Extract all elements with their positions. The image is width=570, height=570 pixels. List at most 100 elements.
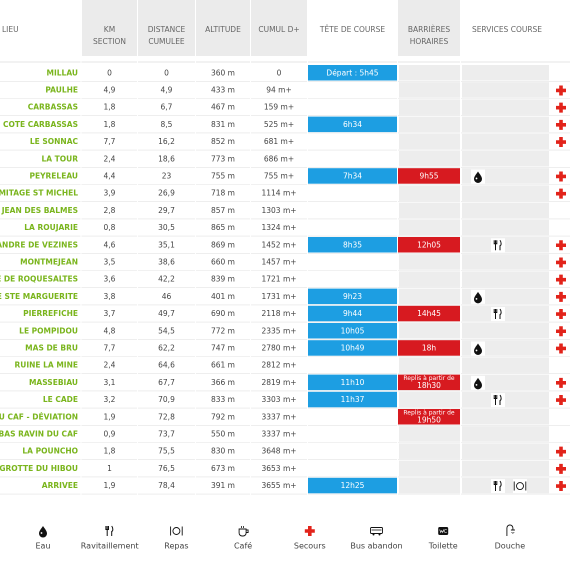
services-bg bbox=[462, 460, 549, 477]
icon-part bbox=[493, 480, 502, 492]
icon-bg bbox=[513, 479, 527, 494]
icon-part bbox=[556, 463, 566, 474]
place-name: E DE ROQUESALTES bbox=[0, 275, 78, 284]
cell-text: 72,8 bbox=[158, 412, 175, 421]
barrier-time: 18h bbox=[422, 343, 437, 352]
header-text: KM bbox=[104, 25, 115, 34]
header-text: CUMULEE bbox=[148, 37, 185, 46]
race-head-cell bbox=[308, 477, 397, 494]
place-name: RMITAGE ST MICHEL bbox=[0, 189, 78, 198]
icon-part bbox=[241, 526, 245, 528]
race-head-time: 12h25 bbox=[341, 481, 365, 490]
barrier-cell bbox=[398, 409, 460, 425]
place-name: PEYRELEAU bbox=[29, 171, 78, 180]
race-head-time: 6h34 bbox=[343, 120, 362, 129]
place-name: LE SONNAC bbox=[30, 137, 79, 146]
icon-part bbox=[556, 446, 566, 457]
place-name: PAULHE bbox=[45, 85, 78, 94]
cell-text: 7,7 bbox=[104, 137, 116, 146]
cell-text: 38,6 bbox=[158, 257, 175, 266]
cell-text: 4,9 bbox=[161, 85, 173, 94]
place-name: MILLAU bbox=[47, 68, 78, 77]
icon-bg bbox=[491, 238, 505, 253]
icon-part bbox=[40, 532, 43, 534]
place-name: JEAN DES BALMES bbox=[1, 206, 78, 215]
icon-part bbox=[513, 481, 527, 491]
cell-text: 23 bbox=[162, 171, 172, 180]
cell-text: 467 m bbox=[211, 103, 235, 112]
race-head-cell bbox=[308, 323, 397, 339]
service-icon bbox=[471, 169, 485, 184]
header-text: BARRIÈRES bbox=[408, 25, 451, 34]
race-head-cell bbox=[308, 305, 397, 322]
service-icon bbox=[556, 326, 566, 337]
icon-part bbox=[556, 481, 566, 492]
race-head-time: 10h05 bbox=[341, 326, 365, 335]
cell-text: 1731 m+ bbox=[261, 292, 296, 301]
cell-text: 0,8 bbox=[104, 223, 116, 232]
cell-text: 839 m bbox=[211, 275, 235, 284]
icon-part bbox=[474, 171, 482, 183]
icon-part bbox=[556, 102, 566, 113]
cell-text: 1,8 bbox=[104, 447, 116, 456]
icon-part bbox=[556, 119, 566, 130]
cell-text: 3303 m+ bbox=[261, 395, 296, 404]
icon-part bbox=[556, 291, 566, 302]
icon-part bbox=[475, 177, 478, 180]
place-name: RUINE LA MINE bbox=[14, 361, 78, 370]
cell-text: 4,9 bbox=[104, 85, 116, 94]
icon-bg bbox=[491, 479, 505, 494]
barrier-bg bbox=[399, 443, 460, 459]
cell-text: 831 m bbox=[211, 120, 235, 129]
icon-bg bbox=[491, 393, 505, 408]
legend-icon bbox=[438, 527, 449, 535]
icon-part bbox=[506, 524, 515, 536]
services-bg bbox=[462, 99, 549, 115]
place-name: LA ROUJARIE bbox=[24, 223, 78, 232]
services-bg bbox=[462, 391, 549, 408]
cell-text: 35,1 bbox=[158, 240, 175, 249]
legend-label: Toilette bbox=[428, 542, 458, 551]
cell-text: 4,4 bbox=[104, 171, 116, 180]
cell-text: 3337 m+ bbox=[261, 412, 296, 421]
cell-text: 1452 m+ bbox=[261, 240, 296, 249]
icon-part bbox=[439, 529, 447, 534]
cell-text: 865 m bbox=[211, 223, 235, 232]
place-name: ANDRE DE VEZINES bbox=[0, 240, 78, 249]
place-name: LA POUNCHO bbox=[22, 447, 78, 456]
service-icon bbox=[556, 309, 566, 320]
service-icon bbox=[556, 85, 566, 96]
icon-part bbox=[170, 526, 183, 536]
icon-part bbox=[511, 532, 515, 534]
place-name: MONTMEJEAN bbox=[20, 257, 78, 266]
cell-text: 0,9 bbox=[104, 429, 116, 438]
legend-icon bbox=[506, 524, 515, 536]
legend-icon bbox=[238, 526, 249, 537]
race-head-cell bbox=[308, 288, 397, 305]
cell-text: 857 m bbox=[211, 206, 235, 215]
cell-text: 360 m bbox=[211, 68, 235, 77]
services-bg bbox=[462, 409, 549, 425]
icon-part bbox=[238, 528, 249, 537]
barrier-bg bbox=[399, 323, 460, 339]
race-head-cell bbox=[308, 391, 397, 408]
place-name: MAS DE BRU bbox=[25, 343, 78, 352]
cell-text: 70,9 bbox=[158, 395, 175, 404]
cell-text: 1324 m+ bbox=[261, 223, 296, 232]
place-name: COTE CARBASSAS bbox=[3, 120, 78, 129]
place-name: CARBASSAS bbox=[28, 103, 78, 112]
cell-text: 3337 m+ bbox=[261, 429, 296, 438]
cell-text: 3,9 bbox=[104, 189, 116, 198]
race-head-time: 10h49 bbox=[341, 343, 365, 352]
services-bg bbox=[462, 133, 549, 150]
cell-text: 29,7 bbox=[158, 206, 175, 215]
cell-text: 3653 m+ bbox=[261, 464, 296, 473]
services-bg bbox=[462, 254, 549, 270]
cell-text: 30,5 bbox=[158, 223, 175, 232]
race-head-time: 11h37 bbox=[341, 395, 365, 404]
barrier-text: 18h30 bbox=[417, 381, 441, 390]
cell-text: 2,8 bbox=[104, 206, 116, 215]
icon-part bbox=[556, 257, 566, 268]
header-text: DISTANCE bbox=[148, 25, 186, 34]
icon-part bbox=[493, 239, 502, 251]
